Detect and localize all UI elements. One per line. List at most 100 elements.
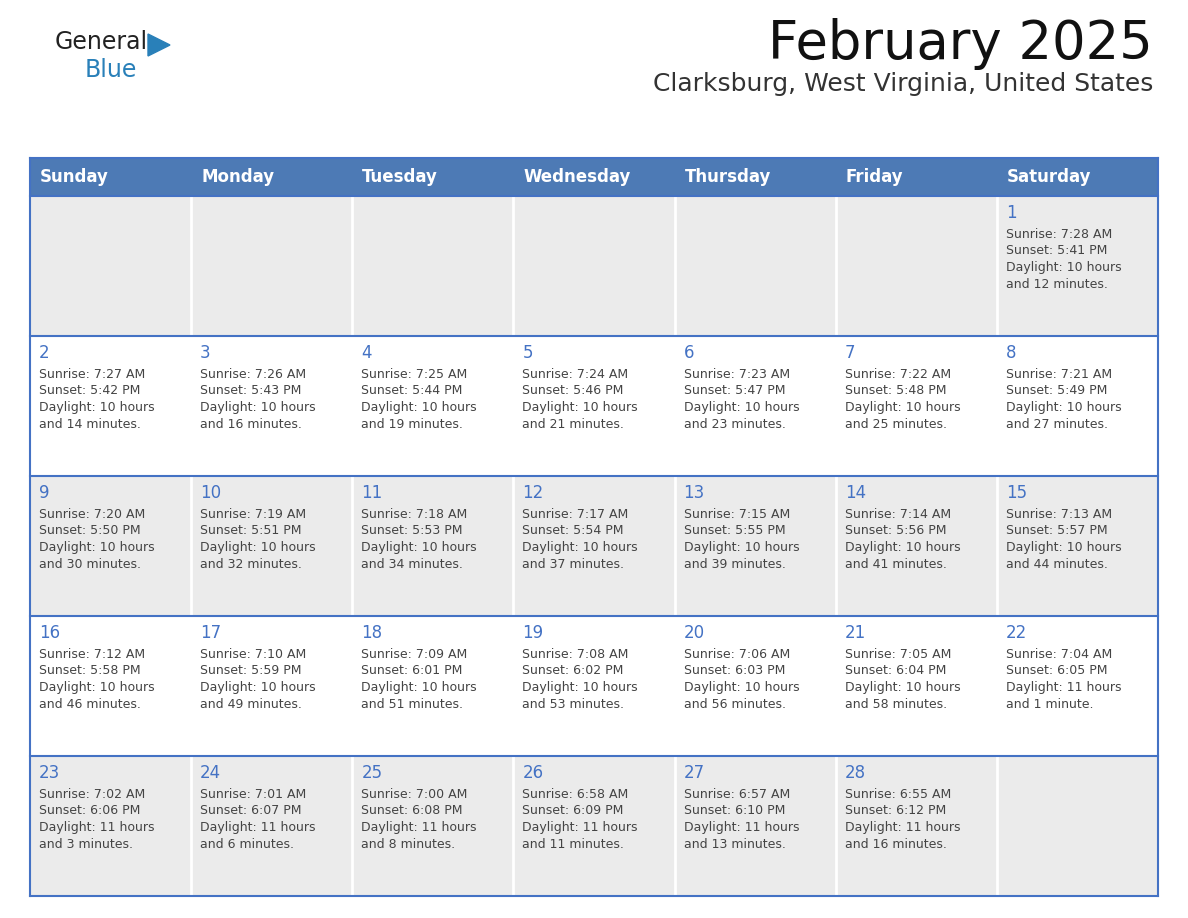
- Text: 2: 2: [39, 344, 50, 362]
- Text: and 3 minutes.: and 3 minutes.: [39, 837, 133, 850]
- Text: 26: 26: [523, 764, 544, 782]
- Text: Sunrise: 7:04 AM: Sunrise: 7:04 AM: [1006, 648, 1112, 661]
- Text: Daylight: 11 hours: Daylight: 11 hours: [683, 821, 800, 834]
- Text: Daylight: 10 hours: Daylight: 10 hours: [200, 401, 316, 414]
- Text: and 30 minutes.: and 30 minutes.: [39, 557, 141, 570]
- Text: 15: 15: [1006, 484, 1026, 502]
- Text: Sunset: 5:47 PM: Sunset: 5:47 PM: [683, 385, 785, 397]
- Text: Sunset: 5:57 PM: Sunset: 5:57 PM: [1006, 524, 1107, 538]
- Text: Daylight: 10 hours: Daylight: 10 hours: [361, 541, 476, 554]
- Text: 23: 23: [39, 764, 61, 782]
- Text: Daylight: 10 hours: Daylight: 10 hours: [39, 681, 154, 694]
- Text: Sunrise: 7:17 AM: Sunrise: 7:17 AM: [523, 508, 628, 521]
- Text: Sunset: 6:02 PM: Sunset: 6:02 PM: [523, 665, 624, 677]
- Text: Daylight: 10 hours: Daylight: 10 hours: [1006, 261, 1121, 274]
- Text: Sunset: 5:48 PM: Sunset: 5:48 PM: [845, 385, 946, 397]
- Text: Sunset: 6:09 PM: Sunset: 6:09 PM: [523, 804, 624, 818]
- Text: Daylight: 10 hours: Daylight: 10 hours: [683, 681, 800, 694]
- Bar: [30, 476, 1158, 616]
- Text: Sunset: 6:10 PM: Sunset: 6:10 PM: [683, 804, 785, 818]
- Text: Daylight: 10 hours: Daylight: 10 hours: [683, 401, 800, 414]
- Text: and 16 minutes.: and 16 minutes.: [845, 837, 947, 850]
- Text: Sunset: 6:04 PM: Sunset: 6:04 PM: [845, 665, 946, 677]
- Text: Daylight: 11 hours: Daylight: 11 hours: [39, 821, 154, 834]
- Text: Sunset: 6:03 PM: Sunset: 6:03 PM: [683, 665, 785, 677]
- Text: and 21 minutes.: and 21 minutes.: [523, 418, 625, 431]
- Text: Daylight: 10 hours: Daylight: 10 hours: [523, 541, 638, 554]
- Text: Tuesday: Tuesday: [362, 168, 438, 186]
- Text: and 37 minutes.: and 37 minutes.: [523, 557, 625, 570]
- Text: Sunrise: 7:28 AM: Sunrise: 7:28 AM: [1006, 228, 1112, 241]
- Text: Daylight: 10 hours: Daylight: 10 hours: [361, 681, 476, 694]
- Text: Daylight: 10 hours: Daylight: 10 hours: [1006, 541, 1121, 554]
- Text: Thursday: Thursday: [684, 168, 771, 186]
- Text: Sunset: 5:58 PM: Sunset: 5:58 PM: [39, 665, 140, 677]
- Text: and 6 minutes.: and 6 minutes.: [200, 837, 295, 850]
- Text: Sunrise: 7:22 AM: Sunrise: 7:22 AM: [845, 368, 950, 381]
- Text: Sunrise: 7:24 AM: Sunrise: 7:24 AM: [523, 368, 628, 381]
- Text: Sunrise: 7:00 AM: Sunrise: 7:00 AM: [361, 788, 468, 801]
- Text: Sunrise: 6:57 AM: Sunrise: 6:57 AM: [683, 788, 790, 801]
- Text: Saturday: Saturday: [1007, 168, 1092, 186]
- Text: Daylight: 10 hours: Daylight: 10 hours: [845, 401, 960, 414]
- Text: Sunrise: 7:14 AM: Sunrise: 7:14 AM: [845, 508, 950, 521]
- Text: Daylight: 10 hours: Daylight: 10 hours: [523, 681, 638, 694]
- Text: and 19 minutes.: and 19 minutes.: [361, 418, 463, 431]
- Text: Sunrise: 7:20 AM: Sunrise: 7:20 AM: [39, 508, 145, 521]
- Text: Daylight: 11 hours: Daylight: 11 hours: [523, 821, 638, 834]
- Text: and 44 minutes.: and 44 minutes.: [1006, 557, 1107, 570]
- Text: Daylight: 10 hours: Daylight: 10 hours: [845, 541, 960, 554]
- Text: 20: 20: [683, 624, 704, 642]
- Text: 14: 14: [845, 484, 866, 502]
- Bar: [30, 158, 1158, 196]
- Text: Daylight: 10 hours: Daylight: 10 hours: [845, 681, 960, 694]
- Text: Sunset: 5:55 PM: Sunset: 5:55 PM: [683, 524, 785, 538]
- Text: and 23 minutes.: and 23 minutes.: [683, 418, 785, 431]
- Text: Daylight: 11 hours: Daylight: 11 hours: [845, 821, 960, 834]
- Text: and 1 minute.: and 1 minute.: [1006, 698, 1093, 711]
- Text: Daylight: 10 hours: Daylight: 10 hours: [683, 541, 800, 554]
- Text: 22: 22: [1006, 624, 1028, 642]
- Text: Daylight: 10 hours: Daylight: 10 hours: [1006, 401, 1121, 414]
- Text: Sunrise: 7:18 AM: Sunrise: 7:18 AM: [361, 508, 468, 521]
- Text: and 16 minutes.: and 16 minutes.: [200, 418, 302, 431]
- Text: Sunrise: 7:27 AM: Sunrise: 7:27 AM: [39, 368, 145, 381]
- Text: Sunset: 5:59 PM: Sunset: 5:59 PM: [200, 665, 302, 677]
- Text: Sunrise: 7:13 AM: Sunrise: 7:13 AM: [1006, 508, 1112, 521]
- Text: 4: 4: [361, 344, 372, 362]
- Text: Sunset: 5:53 PM: Sunset: 5:53 PM: [361, 524, 463, 538]
- Text: Sunrise: 6:55 AM: Sunrise: 6:55 AM: [845, 788, 950, 801]
- Text: Daylight: 10 hours: Daylight: 10 hours: [39, 401, 154, 414]
- Bar: [30, 336, 1158, 476]
- Text: 5: 5: [523, 344, 533, 362]
- Text: Daylight: 10 hours: Daylight: 10 hours: [200, 681, 316, 694]
- Text: 19: 19: [523, 624, 544, 642]
- Text: General: General: [55, 30, 148, 54]
- Text: and 13 minutes.: and 13 minutes.: [683, 837, 785, 850]
- Text: 7: 7: [845, 344, 855, 362]
- Text: 28: 28: [845, 764, 866, 782]
- Text: Blue: Blue: [86, 58, 138, 82]
- Text: Sunrise: 7:19 AM: Sunrise: 7:19 AM: [200, 508, 307, 521]
- Text: 27: 27: [683, 764, 704, 782]
- Text: 12: 12: [523, 484, 544, 502]
- Text: Sunset: 5:50 PM: Sunset: 5:50 PM: [39, 524, 140, 538]
- Text: Monday: Monday: [201, 168, 274, 186]
- Text: and 58 minutes.: and 58 minutes.: [845, 698, 947, 711]
- Text: Sunrise: 7:23 AM: Sunrise: 7:23 AM: [683, 368, 790, 381]
- Text: Sunset: 6:06 PM: Sunset: 6:06 PM: [39, 804, 140, 818]
- Text: Sunrise: 7:12 AM: Sunrise: 7:12 AM: [39, 648, 145, 661]
- Text: Sunset: 6:08 PM: Sunset: 6:08 PM: [361, 804, 463, 818]
- Text: Sunrise: 7:05 AM: Sunrise: 7:05 AM: [845, 648, 952, 661]
- Text: Sunrise: 6:58 AM: Sunrise: 6:58 AM: [523, 788, 628, 801]
- Text: Sunset: 6:05 PM: Sunset: 6:05 PM: [1006, 665, 1107, 677]
- Text: and 25 minutes.: and 25 minutes.: [845, 418, 947, 431]
- Bar: [30, 196, 1158, 336]
- Text: Daylight: 11 hours: Daylight: 11 hours: [200, 821, 316, 834]
- Bar: [30, 756, 1158, 896]
- Text: February 2025: February 2025: [769, 18, 1154, 70]
- Text: Sunrise: 7:08 AM: Sunrise: 7:08 AM: [523, 648, 628, 661]
- Text: Sunset: 5:46 PM: Sunset: 5:46 PM: [523, 385, 624, 397]
- Text: Sunrise: 7:26 AM: Sunrise: 7:26 AM: [200, 368, 307, 381]
- Text: and 11 minutes.: and 11 minutes.: [523, 837, 625, 850]
